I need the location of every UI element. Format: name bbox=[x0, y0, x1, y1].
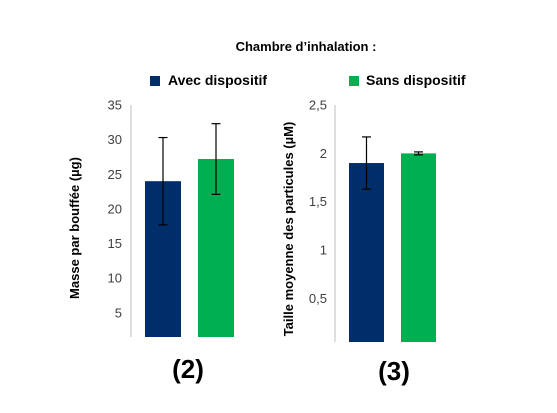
y-tick-label: 1,5 bbox=[309, 194, 327, 209]
y-tick-label: 0,5 bbox=[309, 291, 327, 306]
error-bar bbox=[414, 151, 423, 156]
y-tick-label: 10 bbox=[108, 271, 122, 286]
figure-title: Chambre d’inhalation : bbox=[236, 39, 377, 54]
legend: Avec dispositif Sans dispositif bbox=[150, 72, 466, 88]
chart-panel-mass: 5 10 15 20 25 30 35 Masse par bouffée (µg) (2) bbox=[67, 98, 234, 384]
y-tick-label: 2,5 bbox=[309, 98, 327, 113]
panel-label: (2) bbox=[172, 354, 204, 384]
bar bbox=[349, 163, 384, 342]
y-tick-label: 2 bbox=[320, 146, 327, 161]
y-axis-label: Taille moyenne des particules (µM) bbox=[281, 122, 296, 337]
y-tick-label: 30 bbox=[108, 132, 122, 147]
y-tick-label: 15 bbox=[108, 236, 122, 251]
legend-label-avec: Avec dispositif bbox=[168, 72, 267, 88]
y-tick-label: 20 bbox=[108, 201, 122, 216]
y-tick-label: 5 bbox=[115, 305, 122, 320]
chart-panel-particle-size: 0,5 1 1,5 2 2,5 Taille moyenne des particules… bbox=[281, 98, 436, 386]
bar bbox=[401, 153, 436, 342]
legend-swatch-avec bbox=[150, 76, 160, 86]
y-axis-label: Masse par bouffée (µg) bbox=[67, 157, 82, 299]
error-bar bbox=[158, 136, 168, 226]
y-tick-label: 25 bbox=[108, 167, 122, 182]
panel-label: (3) bbox=[378, 356, 410, 386]
y-tick-label: 35 bbox=[108, 98, 122, 113]
legend-label-sans: Sans dispositif bbox=[366, 72, 466, 88]
y-tick-label: 1 bbox=[320, 243, 327, 258]
error-bar bbox=[362, 136, 371, 190]
legend-swatch-sans bbox=[349, 76, 359, 86]
error-bar bbox=[211, 123, 221, 195]
